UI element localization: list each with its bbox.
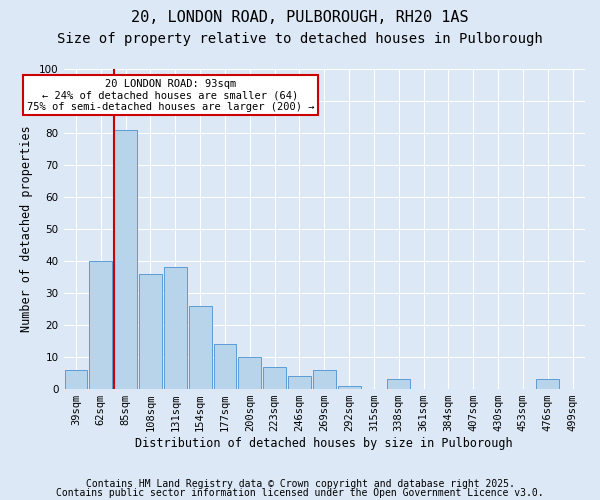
Bar bbox=[139, 274, 162, 389]
Bar bbox=[263, 366, 286, 389]
Bar bbox=[65, 370, 88, 389]
Text: 20, LONDON ROAD, PULBOROUGH, RH20 1AS: 20, LONDON ROAD, PULBOROUGH, RH20 1AS bbox=[131, 10, 469, 25]
Text: Contains HM Land Registry data © Crown copyright and database right 2025.: Contains HM Land Registry data © Crown c… bbox=[86, 479, 514, 489]
X-axis label: Distribution of detached houses by size in Pulborough: Distribution of detached houses by size … bbox=[136, 437, 513, 450]
Bar bbox=[536, 380, 559, 389]
Bar bbox=[188, 306, 212, 389]
Bar bbox=[164, 268, 187, 389]
Bar bbox=[89, 261, 112, 389]
Bar bbox=[238, 357, 261, 389]
Text: Contains public sector information licensed under the Open Government Licence v3: Contains public sector information licen… bbox=[56, 488, 544, 498]
Bar bbox=[338, 386, 361, 389]
Bar bbox=[313, 370, 335, 389]
Bar bbox=[214, 344, 236, 389]
Bar bbox=[388, 380, 410, 389]
Text: Size of property relative to detached houses in Pulborough: Size of property relative to detached ho… bbox=[57, 32, 543, 46]
Text: 20 LONDON ROAD: 93sqm
← 24% of detached houses are smaller (64)
75% of semi-deta: 20 LONDON ROAD: 93sqm ← 24% of detached … bbox=[26, 78, 314, 112]
Bar bbox=[114, 130, 137, 389]
Y-axis label: Number of detached properties: Number of detached properties bbox=[20, 126, 34, 332]
Bar bbox=[288, 376, 311, 389]
